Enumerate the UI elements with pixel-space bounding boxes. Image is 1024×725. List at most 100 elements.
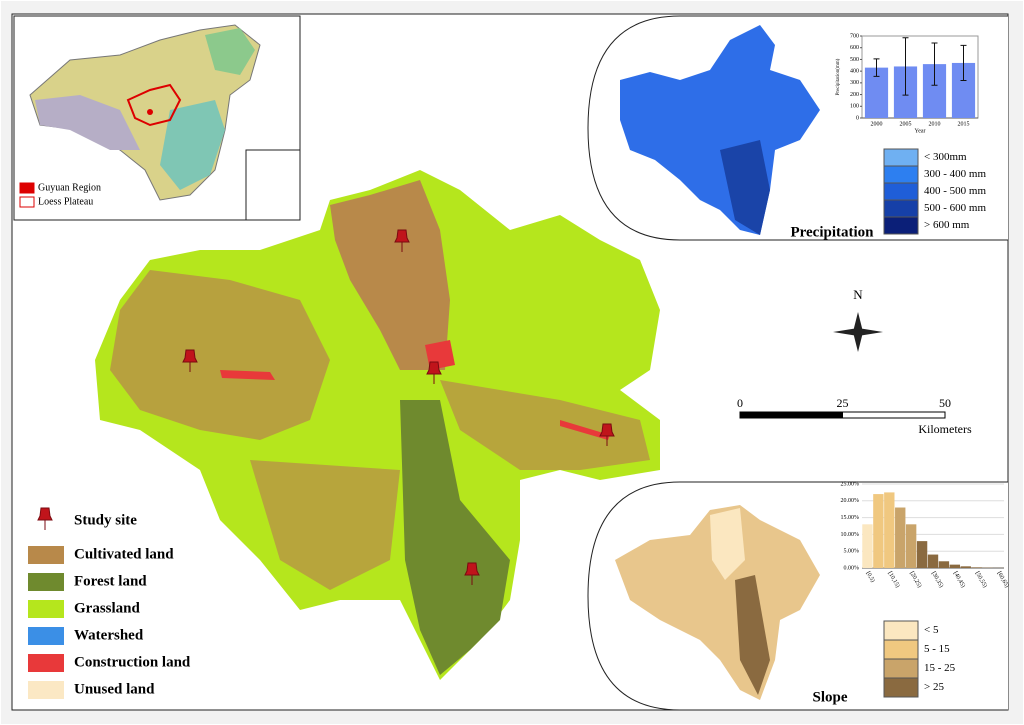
cultivated-east bbox=[440, 380, 650, 470]
legend-swatch bbox=[28, 573, 64, 591]
slope-map bbox=[615, 505, 820, 700]
y-tick-label: 0 bbox=[856, 115, 859, 121]
scale-segment bbox=[842, 411, 946, 419]
y-tick-label: 500 bbox=[850, 57, 859, 63]
precipitation-high bbox=[720, 140, 770, 235]
bar bbox=[971, 567, 982, 568]
precipitation-legend-swatch bbox=[883, 182, 919, 201]
north-label: N bbox=[853, 287, 863, 302]
study-site-pin bbox=[464, 562, 480, 585]
cultivated-west bbox=[110, 270, 330, 440]
plains bbox=[160, 100, 225, 190]
bar bbox=[884, 492, 895, 568]
legend-swatch bbox=[28, 654, 64, 672]
y-tick-label: 300 bbox=[850, 80, 859, 86]
bar bbox=[927, 554, 939, 568]
scale-tick-label: 25 bbox=[837, 396, 849, 410]
precipitation-legend-label: < 300mm bbox=[924, 151, 967, 163]
study-site-pin bbox=[599, 423, 615, 446]
slope-steep bbox=[735, 575, 770, 695]
legend-label: Cultivated land bbox=[74, 546, 174, 562]
x-axis-label: Year bbox=[914, 128, 925, 134]
error-bar bbox=[931, 42, 938, 86]
construction-strip bbox=[220, 370, 610, 440]
slope-legend-label: < 5 bbox=[924, 624, 939, 636]
legend-swatch bbox=[28, 627, 64, 645]
slope-legend-swatch bbox=[883, 677, 919, 698]
bar bbox=[938, 561, 950, 568]
slope-flat bbox=[710, 508, 745, 580]
legend-label: Unused land bbox=[74, 681, 155, 697]
study-site-pin bbox=[182, 349, 198, 372]
bar bbox=[916, 541, 928, 568]
y-tick-label: 100 bbox=[850, 104, 859, 110]
legend-label: Construction land bbox=[74, 654, 191, 670]
inset-legend-label: Loess Plateau bbox=[38, 196, 93, 207]
northeast bbox=[205, 28, 255, 75]
y-tick-label: 700 bbox=[850, 33, 859, 39]
error-bar bbox=[902, 37, 909, 96]
bar bbox=[949, 564, 961, 568]
precipitation-legend-label: 500 - 600 mm bbox=[924, 202, 986, 214]
guyuan-region bbox=[147, 109, 153, 115]
loess-plateau-outline bbox=[126, 83, 182, 127]
bar bbox=[873, 494, 884, 568]
legend-swatch bbox=[28, 600, 64, 618]
inset-legend-swatch bbox=[19, 182, 35, 194]
y-axis-label: Precipitation(mm) bbox=[836, 58, 841, 95]
bar bbox=[960, 566, 971, 568]
y-tick-label: 600 bbox=[850, 45, 859, 51]
x-tick-label: [0,5) bbox=[865, 570, 877, 583]
forest-strip bbox=[400, 400, 510, 675]
slope-legend-swatch bbox=[883, 639, 919, 660]
legend-label: Forest land bbox=[74, 573, 147, 589]
x-tick-label: 2010 bbox=[929, 121, 941, 127]
y-tick-label: 200 bbox=[850, 92, 859, 98]
plateau-tibet bbox=[35, 95, 140, 150]
y-tick-label: 0.00% bbox=[844, 565, 860, 571]
x-tick-label: 2015 bbox=[958, 121, 970, 127]
x-tick-label: 2005 bbox=[900, 121, 912, 127]
precipitation-legend-swatch bbox=[883, 199, 919, 218]
scale-unit: Kilometers bbox=[918, 422, 972, 436]
scale-tick-label: 50 bbox=[939, 396, 951, 410]
precipitation-map bbox=[620, 25, 820, 235]
bar bbox=[862, 524, 873, 568]
legend-swatch bbox=[28, 546, 64, 564]
legend-swatch bbox=[28, 681, 64, 699]
south-sea-box bbox=[245, 149, 301, 221]
inset-legend-label: Guyuan Region bbox=[38, 182, 101, 193]
precipitation-legend-label: 400 - 500 mm bbox=[924, 185, 986, 197]
precipitation-legend-swatch bbox=[883, 216, 919, 235]
legend-label: Grassland bbox=[74, 600, 141, 616]
precipitation-legend-swatch bbox=[883, 148, 919, 167]
slope-legend-swatch bbox=[883, 620, 919, 641]
slope-legend-label: 15 - 25 bbox=[924, 662, 956, 674]
error-bar bbox=[960, 44, 967, 82]
study-site-pin bbox=[426, 361, 442, 384]
north-arrow bbox=[833, 312, 883, 352]
scale-tick-label: 0 bbox=[737, 396, 743, 410]
bar bbox=[905, 524, 917, 568]
precipitation-title: Precipitation bbox=[790, 224, 874, 240]
slope-legend-swatch bbox=[883, 658, 919, 679]
legend-pin bbox=[37, 507, 53, 530]
inset-legend-swatch bbox=[19, 196, 35, 208]
bar bbox=[951, 62, 976, 118]
slope-legend-label: 5 - 15 bbox=[924, 643, 950, 655]
precipitation-legend-swatch bbox=[883, 165, 919, 184]
scale-segment bbox=[739, 411, 843, 419]
study-site-pin bbox=[394, 229, 410, 252]
y-tick-label: 5.00% bbox=[844, 549, 860, 555]
y-tick-label: 15.00% bbox=[841, 515, 860, 521]
y-tick-label: 20.00% bbox=[841, 498, 860, 504]
y-tick-label: 400 bbox=[850, 69, 859, 75]
error-bar bbox=[873, 58, 880, 77]
cultivated-north bbox=[330, 180, 450, 370]
y-tick-label: 25.00% bbox=[841, 481, 860, 487]
precipitation-legend-label: 300 - 400 mm bbox=[924, 168, 986, 180]
legend-label: Watershed bbox=[74, 627, 144, 643]
bar bbox=[864, 67, 889, 118]
y-tick-label: 10.00% bbox=[841, 532, 860, 538]
